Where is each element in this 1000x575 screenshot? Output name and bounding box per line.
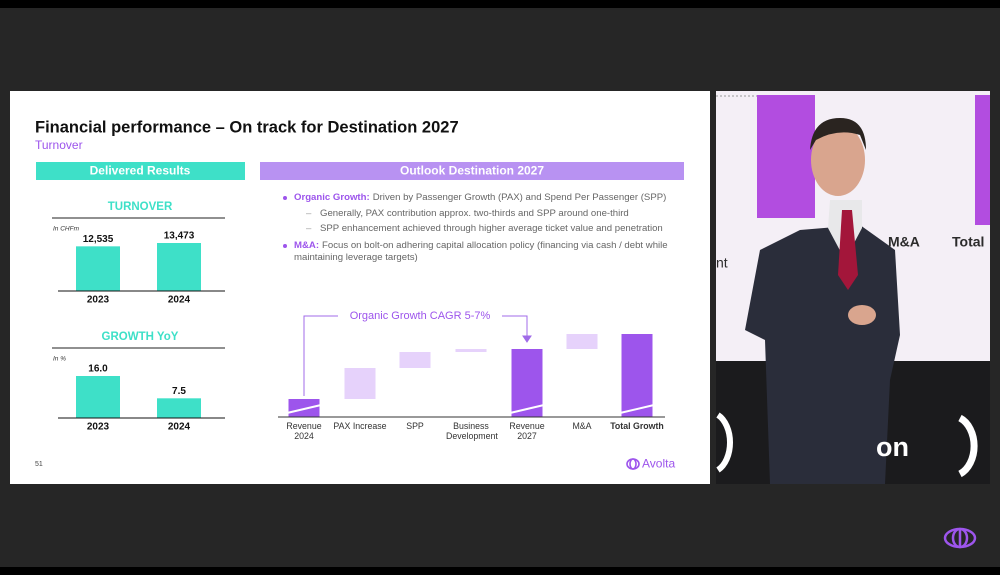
value-label: 13,473 [164, 231, 195, 242]
right-header: Outlook Destination 2027 [400, 164, 544, 178]
bullet-lead: M&A: [294, 239, 320, 251]
video-text: nt [716, 255, 728, 271]
left-header-bar [36, 162, 245, 180]
axis-break [509, 404, 545, 414]
x-tick-label: 2024 [168, 422, 191, 433]
x-tick-label: Business Development [446, 421, 498, 441]
sub-bullet: SPP enhancement achieved through higher … [294, 223, 675, 236]
chart-title: GROWTH YoY [102, 331, 179, 343]
bar [76, 376, 120, 418]
bullet-list: Organic Growth: Driven by Passenger Growt… [280, 192, 675, 269]
bullet-lead: Organic Growth: [294, 192, 370, 203]
waterfall-bar [621, 334, 653, 417]
bullet-text: Driven by Passenger Growth (PAX) and Spe… [372, 192, 667, 203]
speaker-video [716, 91, 990, 484]
x-tick-label: Total Growth [610, 421, 664, 431]
x-tick-label: 2023 [87, 422, 110, 433]
x-tick-label: 2024 [168, 295, 191, 306]
chart-title: TURNOVER [108, 201, 173, 213]
x-tick-label: 2023 [87, 295, 110, 306]
video-text: on [876, 432, 909, 462]
x-tick-label: SPP [406, 421, 424, 431]
left-header: Delivered Results [90, 164, 191, 178]
waterfall-bar [344, 368, 376, 399]
bar [157, 243, 201, 291]
value-label: 16.0 [88, 364, 108, 375]
top-bar [0, 0, 1000, 8]
value-label: 12,535 [83, 234, 114, 245]
page-number: 51 [35, 461, 43, 468]
stream-logo [943, 527, 977, 549]
bullet-text: Focus on bolt-on adhering capital alloca… [294, 239, 668, 264]
video-text: Total [952, 234, 984, 250]
axis-break [619, 404, 655, 414]
cagr-bracket [303, 315, 532, 396]
value-label: 7.5 [172, 386, 186, 397]
x-tick-label: M&A [572, 421, 592, 431]
x-tick-label: PAX Increase [333, 421, 387, 431]
slide-subtitle: Turnover [35, 138, 83, 152]
video-text: M&A [888, 234, 920, 250]
bullet: Organic Growth: Driven by Passenger Growt… [280, 192, 675, 236]
slide-title: Financial performance – On track for Des… [35, 118, 459, 136]
axis-break [286, 404, 322, 414]
right-header-bar [260, 162, 684, 180]
bar [157, 398, 201, 418]
bottom-bar [0, 567, 1000, 575]
bar [76, 246, 120, 291]
logo-mark [626, 458, 640, 470]
unit-note: In CHFm [53, 226, 80, 233]
sub-bullet: Generally, PAX contribution approx. two-… [294, 208, 675, 221]
bullet: M&A: Focus on bolt-on adhering capital al… [280, 240, 675, 265]
waterfall-bar [399, 352, 431, 368]
logo-text: Avolta [642, 457, 675, 471]
waterfall-bar [566, 334, 598, 349]
waterfall-bar [455, 349, 487, 352]
unit-note: In % [53, 356, 66, 363]
cagr-annotation: Organic Growth CAGR 5-7% [350, 310, 491, 322]
x-tick-label: Revenue 2027 [509, 421, 545, 441]
x-tick-label: Revenue 2024 [286, 421, 322, 441]
